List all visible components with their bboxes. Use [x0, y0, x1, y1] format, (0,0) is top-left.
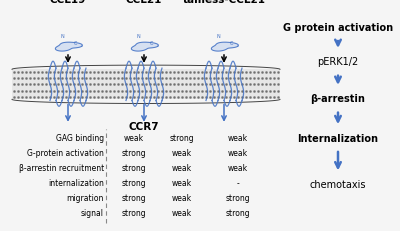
- Polygon shape: [211, 42, 238, 51]
- Text: signal: signal: [81, 209, 104, 218]
- Text: weak: weak: [228, 149, 248, 158]
- Polygon shape: [131, 42, 158, 51]
- Text: strong: strong: [122, 149, 146, 158]
- Text: β-arrestin: β-arrestin: [310, 94, 366, 104]
- Text: G-protein activation: G-protein activation: [27, 149, 104, 158]
- Text: strong: strong: [226, 194, 250, 203]
- Text: N: N: [216, 34, 220, 40]
- Text: strong: strong: [226, 209, 250, 218]
- Text: strong: strong: [122, 194, 146, 203]
- Text: weak: weak: [172, 149, 192, 158]
- Text: N: N: [136, 34, 140, 40]
- Text: weak: weak: [124, 134, 144, 143]
- Bar: [12, 69, 280, 99]
- Text: C: C: [230, 41, 233, 46]
- Text: strong: strong: [122, 179, 146, 188]
- Text: weak: weak: [228, 134, 248, 143]
- Text: pERK1/2: pERK1/2: [317, 57, 359, 67]
- Text: weak: weak: [172, 179, 192, 188]
- Text: C: C: [74, 41, 77, 46]
- Polygon shape: [55, 42, 82, 51]
- Text: internalization: internalization: [48, 179, 104, 188]
- Text: CCL19: CCL19: [50, 0, 86, 5]
- Text: CCL21: CCL21: [126, 0, 162, 5]
- Text: β-arrestin recruitment: β-arrestin recruitment: [19, 164, 104, 173]
- Text: weak: weak: [228, 164, 248, 173]
- Text: C: C: [150, 41, 153, 46]
- Text: migration: migration: [67, 194, 104, 203]
- Text: strong: strong: [122, 209, 146, 218]
- Text: strong: strong: [170, 134, 194, 143]
- Text: CCR7: CCR7: [129, 122, 159, 132]
- Text: strong: strong: [122, 164, 146, 173]
- Text: weak: weak: [172, 194, 192, 203]
- Text: tailless-CCL21: tailless-CCL21: [182, 0, 266, 5]
- Text: chemotaxis: chemotaxis: [310, 180, 366, 190]
- Text: N: N: [60, 34, 64, 40]
- Text: Internalization: Internalization: [298, 134, 378, 144]
- Text: weak: weak: [172, 209, 192, 218]
- Text: G protein activation: G protein activation: [283, 23, 393, 33]
- Text: -: -: [237, 179, 239, 188]
- Text: GAG binding: GAG binding: [56, 134, 104, 143]
- Text: weak: weak: [172, 164, 192, 173]
